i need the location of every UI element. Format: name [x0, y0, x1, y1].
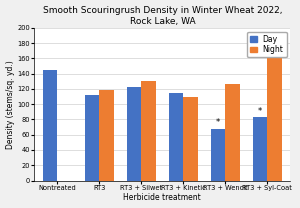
Bar — [211, 129, 225, 181]
Title: Smooth Scouringrush Density in Winter Wheat 2022,
Rock Lake, WA: Smooth Scouringrush Density in Winter Wh… — [43, 6, 282, 26]
Text: *: * — [216, 118, 220, 127]
Bar — [43, 70, 57, 181]
Bar — [225, 84, 240, 181]
Bar — [169, 93, 183, 181]
X-axis label: Herbicide treatment: Herbicide treatment — [124, 193, 201, 202]
Bar — [127, 87, 141, 181]
Bar — [253, 117, 267, 181]
Text: *: * — [258, 107, 262, 116]
Bar — [141, 81, 156, 181]
Y-axis label: Density (stems/sq. yd.): Density (stems/sq. yd.) — [6, 60, 15, 149]
Bar — [85, 95, 99, 181]
Bar — [99, 90, 114, 181]
Bar — [267, 43, 282, 181]
Bar — [183, 97, 198, 181]
Legend: Day, Night: Day, Night — [248, 32, 287, 57]
